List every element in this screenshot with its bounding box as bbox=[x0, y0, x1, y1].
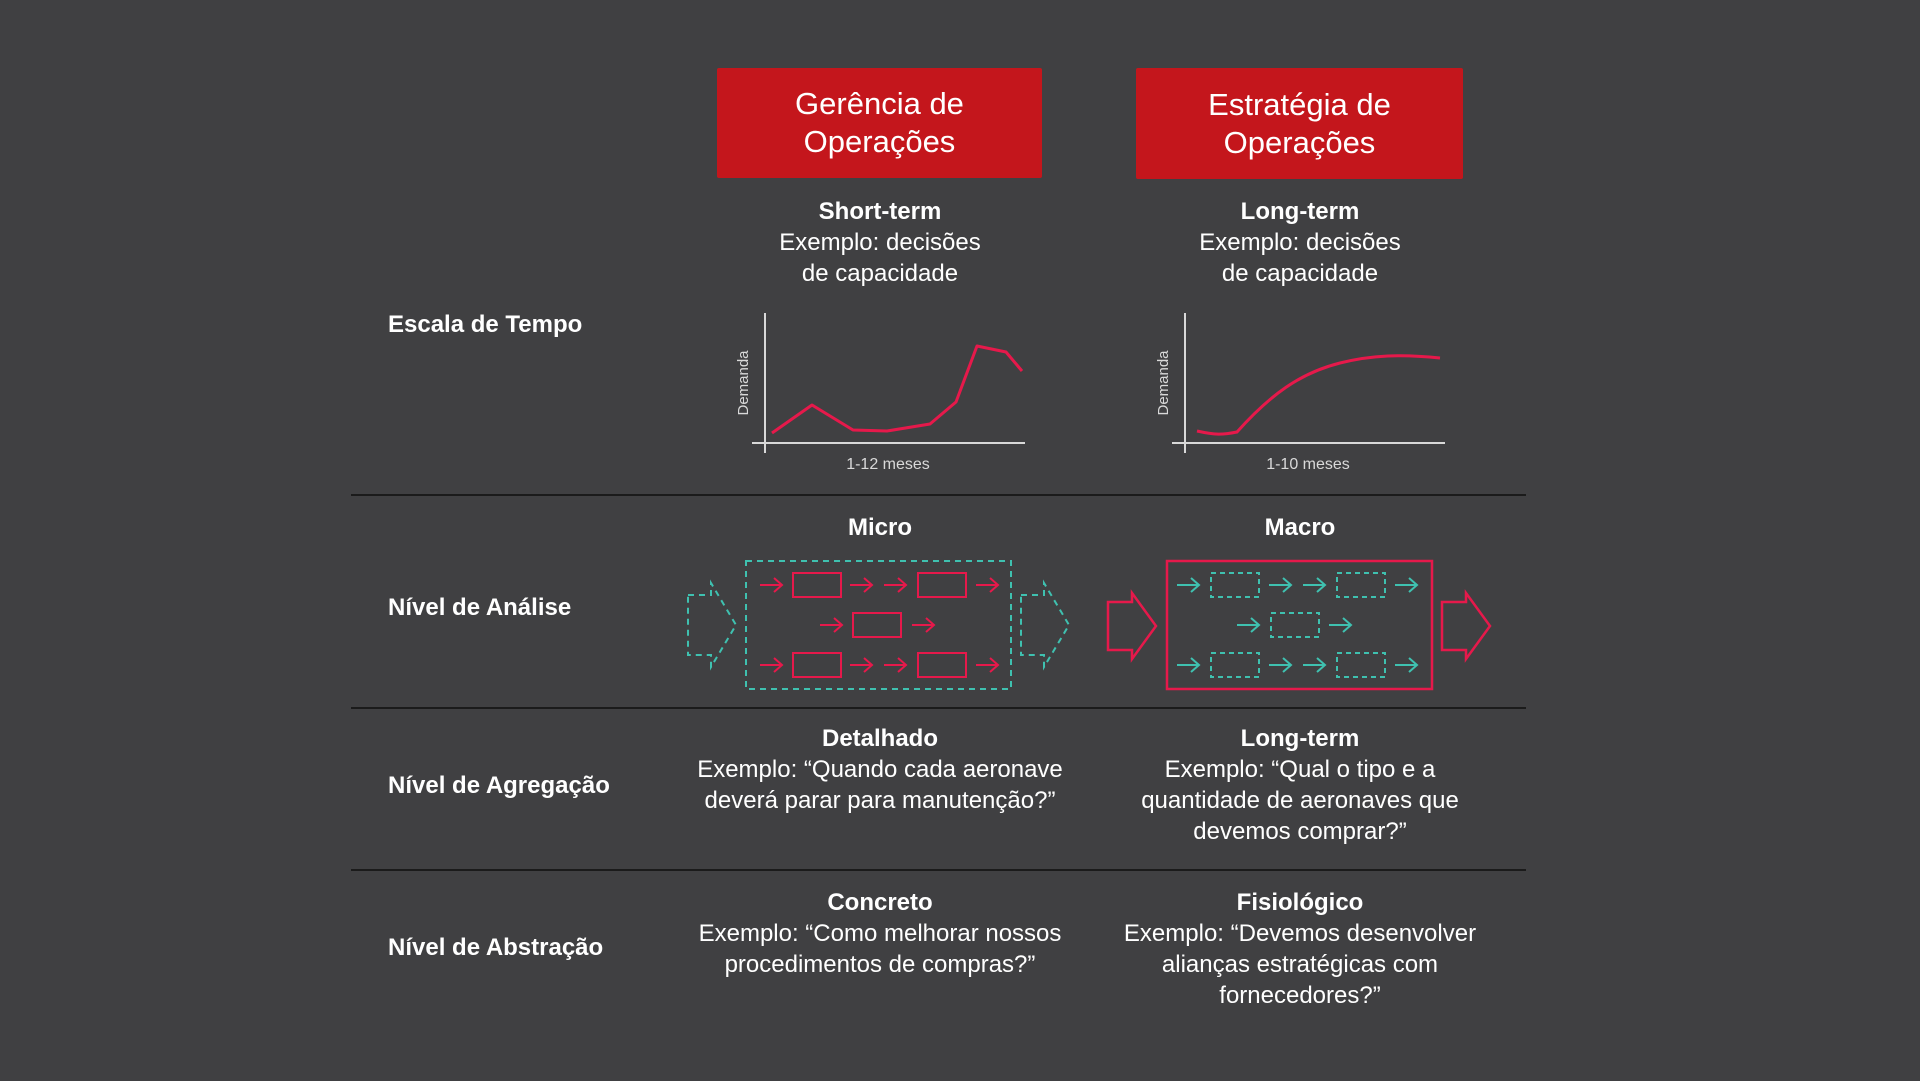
chart-left-xlabel: 1-12 meses bbox=[846, 456, 930, 473]
macro-process-box bbox=[1270, 612, 1320, 638]
divider-3 bbox=[351, 869, 1526, 871]
macro-arrow-icon bbox=[1328, 617, 1352, 633]
macro-process-box bbox=[1336, 652, 1386, 678]
row-label-abstraction: Nível de Abstração bbox=[388, 934, 604, 961]
macro-arrow-icon bbox=[1302, 577, 1326, 593]
abstraction-right-cell: Fisiológico Exemplo: “Devemos desenvolve… bbox=[1070, 888, 1530, 1011]
analysis-right-cell: Macro bbox=[1070, 513, 1530, 543]
analysis-left-title: Micro bbox=[847, 514, 912, 541]
aggregation-left-title: Detalhado bbox=[821, 725, 938, 752]
chart-right-demand-line bbox=[1196, 354, 1441, 436]
time-right-desc: Exemplo: decisões de capacidade bbox=[1199, 229, 1401, 287]
aggregation-left-cell: Detalhado Exemplo: “Quando cada aeronave… bbox=[650, 724, 1110, 816]
macro-arrow-icon bbox=[1394, 577, 1418, 593]
abstraction-right-desc: Exemplo: “Devemos desenvolver alianças e… bbox=[1123, 920, 1477, 1009]
row-label-time: Escala de Tempo bbox=[388, 311, 583, 338]
micro-process-box bbox=[852, 612, 902, 638]
divider-1 bbox=[351, 494, 1526, 496]
macro-arrow-icon bbox=[1236, 617, 1260, 633]
analysis-right-title: Macro bbox=[1264, 514, 1336, 541]
micro-arrow-icon bbox=[883, 577, 907, 593]
chart-left-demand-line bbox=[771, 344, 1024, 435]
abstraction-right-title: Fisiológico bbox=[1236, 889, 1364, 916]
micro-arrow-icon bbox=[849, 577, 873, 593]
time-left-title: Short-term bbox=[818, 198, 942, 225]
time-right-cell: Long-term Exemplo: decisões de capacidad… bbox=[1070, 197, 1530, 289]
row-label-aggregation: Nível de Agregação bbox=[388, 772, 610, 799]
macro-process-box bbox=[1210, 572, 1260, 598]
micro-frame bbox=[745, 560, 1012, 690]
aggregation-left-desc: Exemplo: “Quando cada aeronave deverá pa… bbox=[697, 756, 1063, 814]
time-right-title: Long-term bbox=[1240, 198, 1360, 225]
macro-arrow-icon bbox=[1302, 657, 1326, 673]
analysis-left-cell: Micro bbox=[650, 513, 1110, 543]
analysis-diagram bbox=[687, 559, 1492, 691]
micro-process-box bbox=[917, 652, 967, 678]
abstraction-left-title: Concreto bbox=[827, 889, 933, 916]
micro-input-arrow-icon bbox=[687, 579, 738, 671]
macro-arrow-icon bbox=[1176, 657, 1200, 673]
micro-arrow-icon bbox=[883, 657, 907, 673]
demand-chart-right: Demanda 1-10 meses bbox=[1155, 313, 1445, 473]
micro-arrow-icon bbox=[975, 657, 999, 673]
macro-arrow-icon bbox=[1268, 577, 1292, 593]
aggregation-right-cell: Long-term Exemplo: “Qual o tipo e a quan… bbox=[1070, 724, 1530, 847]
micro-arrow-icon bbox=[759, 657, 783, 673]
micro-process-box bbox=[917, 572, 967, 598]
macro-input-arrow-icon bbox=[1106, 589, 1158, 663]
macro-process-box bbox=[1210, 652, 1260, 678]
macro-process-box bbox=[1336, 572, 1386, 598]
micro-process-box bbox=[792, 652, 842, 678]
chart-right-ylabel: Demanda bbox=[1155, 350, 1172, 416]
micro-output-arrow-icon bbox=[1020, 579, 1071, 671]
macro-arrow-icon bbox=[1176, 577, 1200, 593]
header-gerencia-label: Gerência de Operações bbox=[795, 86, 964, 159]
macro-arrow-icon bbox=[1394, 657, 1418, 673]
header-gerencia: Gerência de Operações bbox=[717, 68, 1042, 178]
abstraction-left-cell: Concreto Exemplo: “Como melhorar nossos … bbox=[650, 888, 1110, 980]
chart-left-ylabel: Demanda bbox=[735, 350, 752, 416]
demand-chart-left: Demanda 1-12 meses bbox=[735, 313, 1025, 473]
time-left-desc: Exemplo: decisões de capacidade bbox=[779, 229, 981, 287]
macro-arrow-icon bbox=[1268, 657, 1292, 673]
abstraction-left-desc: Exemplo: “Como melhorar nossos procedime… bbox=[698, 920, 1062, 978]
micro-arrow-icon bbox=[911, 617, 935, 633]
micro-arrow-icon bbox=[759, 577, 783, 593]
row-label-analysis: Nível de Análise bbox=[388, 594, 572, 621]
micro-arrow-icon bbox=[819, 617, 843, 633]
divider-2 bbox=[351, 707, 1526, 709]
macro-output-arrow-icon bbox=[1440, 589, 1492, 663]
aggregation-right-desc: Exemplo: “Qual o tipo e a quantidade de … bbox=[1141, 756, 1459, 845]
macro-frame bbox=[1165, 559, 1434, 691]
header-estrategia-label: Estratégia de Operações bbox=[1208, 86, 1391, 160]
micro-process-box bbox=[792, 572, 842, 598]
micro-arrow-icon bbox=[849, 657, 873, 673]
time-left-cell: Short-term Exemplo: decisões de capacida… bbox=[650, 197, 1110, 289]
aggregation-right-title: Long-term bbox=[1240, 725, 1360, 752]
chart-right-xlabel: 1-10 meses bbox=[1266, 456, 1350, 473]
micro-arrow-icon bbox=[975, 577, 999, 593]
header-estrategia: Estratégia de Operações bbox=[1136, 68, 1463, 179]
